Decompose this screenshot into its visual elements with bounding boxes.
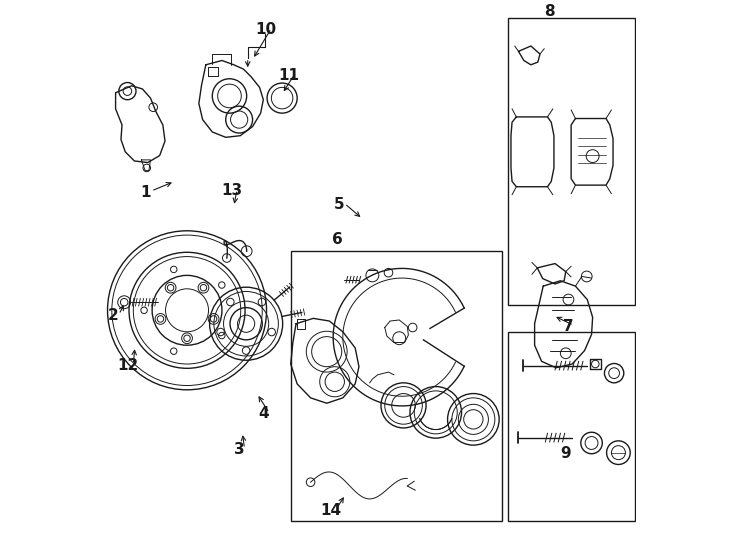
- Text: 5: 5: [334, 197, 344, 212]
- Text: 8: 8: [545, 4, 555, 18]
- Text: 12: 12: [117, 358, 139, 373]
- Text: 9: 9: [561, 446, 571, 461]
- Text: 6: 6: [332, 232, 343, 247]
- Text: 1: 1: [140, 185, 151, 200]
- Text: 7: 7: [563, 319, 574, 334]
- Bar: [291, 251, 502, 522]
- Text: 2: 2: [108, 308, 119, 323]
- Text: 14: 14: [320, 503, 341, 518]
- Text: 10: 10: [255, 22, 277, 37]
- Bar: [508, 17, 634, 305]
- Text: 13: 13: [221, 183, 242, 198]
- Bar: [508, 332, 634, 522]
- Text: 11: 11: [279, 68, 299, 83]
- Text: 4: 4: [258, 407, 269, 422]
- Text: 3: 3: [234, 442, 244, 457]
